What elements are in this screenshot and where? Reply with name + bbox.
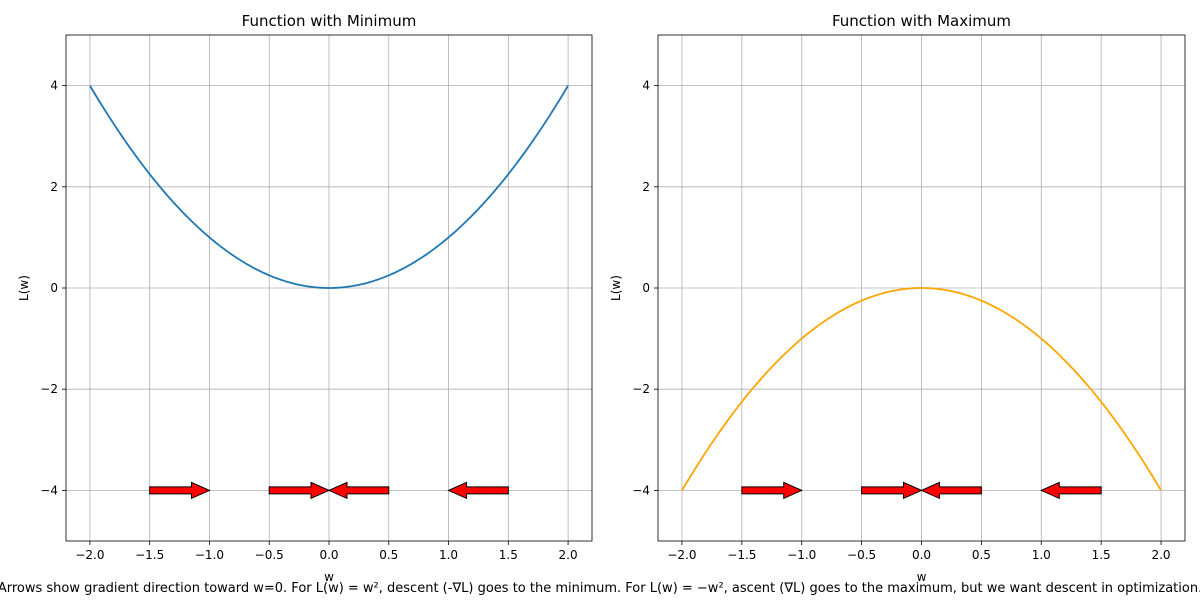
chart-1-ylabel: L(w) xyxy=(609,275,623,301)
chart-1-xtick-label-2: −1.0 xyxy=(787,548,816,562)
chart-0-series-line-0 xyxy=(89,85,569,289)
chart-1-xtick-label-7: 1.5 xyxy=(1092,548,1111,562)
chart-0-arrow-2 xyxy=(327,481,390,500)
chart-1-xtick-label-3: −0.5 xyxy=(847,548,876,562)
chart-0-arrow-3 xyxy=(447,481,509,500)
chart-0-xtick-label-8: 2.0 xyxy=(559,548,578,562)
chart-1-ytick-label-1: −2 xyxy=(632,382,650,396)
chart-minimum: −2.0 −1.5 −1.0 −0.5 0.0 0.5 1.0 1.5 2.0 −4 −2 0 2 4 Fu… xyxy=(17,12,593,584)
chart-0-xlabel: w xyxy=(324,570,334,584)
chart-1-xtick-label-0: −2.0 xyxy=(667,548,696,562)
chart-0-title: Function with Minimum xyxy=(242,12,417,30)
figure-caption: Arrows show gradient direction toward w=… xyxy=(0,581,1200,596)
chart-1-xtick-label-4: 0.0 xyxy=(912,548,931,562)
chart-1-ytick-label-0: −4 xyxy=(632,483,650,497)
chart-0-xtick-label-3: −0.5 xyxy=(255,548,284,562)
chart-1-arrow-2 xyxy=(920,481,982,500)
chart-1-arrow-3 xyxy=(1040,481,1102,500)
chart-0-ytick-label-1: −2 xyxy=(40,382,58,396)
chart-1-arrow-0 xyxy=(741,481,803,500)
chart-1-xtick-label-6: 1.0 xyxy=(1032,548,1051,562)
chart-1-xtick-label-5: 0.5 xyxy=(972,548,991,562)
chart-0-xtick-label-0: −2.0 xyxy=(75,548,104,562)
chart-0-xtick-label-4: 0.0 xyxy=(319,548,338,562)
chart-0-ytick-label-3: 2 xyxy=(50,180,58,194)
chart-1-xtick-label-8: 2.0 xyxy=(1151,548,1170,562)
chart-0-xtick-label-7: 1.5 xyxy=(499,548,518,562)
chart-1-ytick-label-2: 0 xyxy=(642,281,650,295)
chart-0-ytick-label-4: 4 xyxy=(50,79,58,93)
chart-0-arrow-1 xyxy=(268,481,331,500)
chart-1-arrow-1 xyxy=(861,481,923,500)
chart-1-xlabel: w xyxy=(917,570,927,584)
chart-0-ytick-label-0: −4 xyxy=(40,483,58,497)
chart-0-ylabel: L(w) xyxy=(17,275,31,301)
chart-maximum: −2.0 −1.5 −1.0 −0.5 0.0 0.5 1.0 1.5 2.0 −4 −2 0 2 4 Fu… xyxy=(609,12,1186,584)
chart-0-ytick-label-2: 0 xyxy=(50,281,58,295)
chart-1-xtick-label-1: −1.5 xyxy=(727,548,756,562)
chart-0-arrow-0 xyxy=(149,481,211,500)
chart-1-ytick-label-3: 2 xyxy=(642,180,650,194)
chart-0-xtick-label-1: −1.5 xyxy=(135,548,164,562)
chart-1-ytick-label-4: 4 xyxy=(642,79,650,93)
chart-0-xtick-label-6: 1.0 xyxy=(439,548,458,562)
chart-1-title: Function with Maximum xyxy=(832,12,1011,30)
chart-1-series-line-0 xyxy=(681,287,1162,491)
chart-0-xtick-label-5: 0.5 xyxy=(379,548,398,562)
chart-0-xtick-label-2: −1.0 xyxy=(195,548,224,562)
